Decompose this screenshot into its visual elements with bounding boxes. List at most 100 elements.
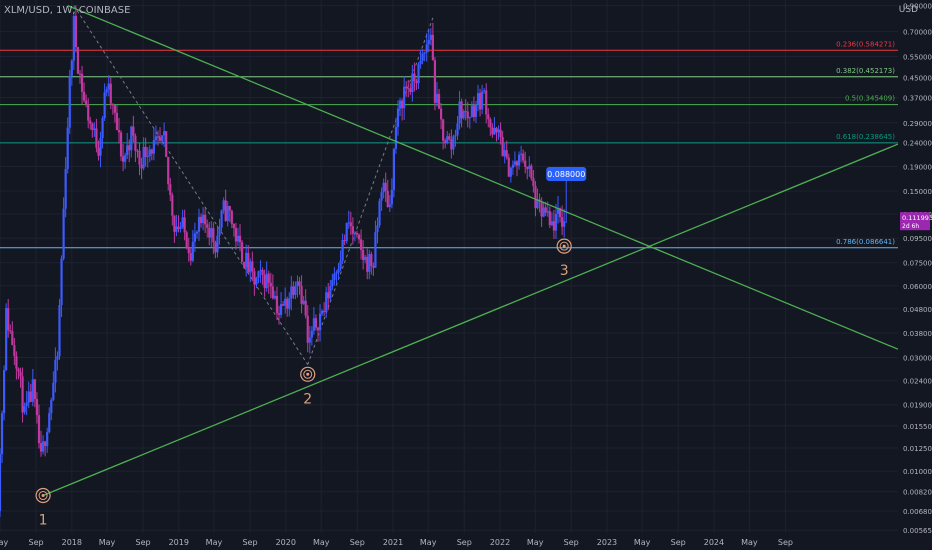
candle-body xyxy=(511,164,514,168)
candle-body xyxy=(66,127,69,169)
time-tick-label: May xyxy=(0,538,9,547)
pivot-dot xyxy=(41,494,45,498)
candle-body xyxy=(470,105,473,117)
candle-body xyxy=(292,286,295,295)
time-axis[interactable]: May Sep 2018 May Sep 2019 May Sep 2020 May Sep 2021… xyxy=(0,533,932,550)
candle-body xyxy=(109,83,112,104)
candle-body xyxy=(13,345,16,357)
time-tick-label: Sep xyxy=(778,538,793,547)
candle-body xyxy=(218,227,221,236)
candle-body xyxy=(497,129,500,133)
candle-body xyxy=(189,253,192,261)
candle-body xyxy=(368,254,371,272)
candle-body xyxy=(302,300,305,304)
candle-body xyxy=(206,224,209,228)
candle-body xyxy=(9,330,12,332)
candle-body xyxy=(23,406,26,413)
candle-body xyxy=(173,215,176,232)
candle-body xyxy=(349,222,352,227)
candle-body xyxy=(234,228,238,242)
candle-body xyxy=(158,137,162,141)
candle-body xyxy=(536,199,539,209)
price-axis-bg xyxy=(898,0,932,550)
pivot-ring xyxy=(35,487,51,504)
candle-body xyxy=(124,155,127,162)
candle-body xyxy=(111,103,114,106)
candle-body xyxy=(325,292,328,313)
candle-body xyxy=(74,15,78,48)
time-tick-label: May xyxy=(206,538,223,547)
candle-body xyxy=(115,112,119,131)
candle-body xyxy=(483,90,486,92)
candle-body xyxy=(407,88,410,90)
candle-body xyxy=(390,189,393,205)
candle-body xyxy=(491,127,494,135)
candle-body xyxy=(300,285,303,304)
candle-body xyxy=(345,223,348,242)
candle-body xyxy=(193,233,196,242)
currency-label: USD xyxy=(898,5,918,15)
trendline xyxy=(42,143,899,497)
candle-body xyxy=(177,226,180,229)
candle-body xyxy=(546,211,549,213)
candle-body xyxy=(487,114,490,120)
candle-body xyxy=(466,111,469,119)
candle-body xyxy=(212,228,215,243)
candle-body xyxy=(558,208,562,218)
candle-body xyxy=(351,226,354,234)
candle-body xyxy=(366,256,369,272)
candle-body xyxy=(253,271,256,285)
candle-body xyxy=(113,105,116,113)
candle-body xyxy=(489,119,492,128)
fib-retracement[interactable]: 0.236(0.584271) 0.382(0.452173) 0.5(0.3454… xyxy=(0,40,898,249)
candle-body xyxy=(310,330,313,338)
candle-body xyxy=(197,216,201,232)
pivot-markers: 1 2 3 xyxy=(35,238,572,529)
candle-body xyxy=(316,327,320,331)
candle-body xyxy=(561,217,564,227)
candle-body xyxy=(294,286,297,295)
candle-body xyxy=(411,73,414,93)
candle-body xyxy=(357,234,361,240)
candle-body xyxy=(83,91,86,101)
time-tick-label: Sep xyxy=(135,538,150,547)
candle-body xyxy=(437,93,441,109)
pivot-label: 2 xyxy=(303,391,312,407)
time-tick-label: 2021 xyxy=(383,538,403,547)
candle-body xyxy=(185,232,188,248)
candle-body xyxy=(364,256,367,261)
candle-body xyxy=(353,232,357,234)
candle-body xyxy=(456,123,459,136)
candle-body xyxy=(226,205,229,221)
candle-body xyxy=(495,127,498,133)
candle-body xyxy=(156,136,160,138)
candle-body xyxy=(243,261,246,268)
time-tick-label: Sep xyxy=(564,538,579,547)
candle-body xyxy=(148,149,151,156)
candle-body xyxy=(442,119,445,141)
candle-body xyxy=(78,73,82,75)
pivot-ring-inner xyxy=(38,491,48,501)
candle-body xyxy=(41,441,45,452)
candle-body xyxy=(222,200,225,211)
candle-body xyxy=(271,286,274,299)
candle-body xyxy=(403,86,406,109)
trendlines[interactable] xyxy=(42,4,899,497)
candle-body xyxy=(273,295,277,299)
candle-body xyxy=(398,100,402,109)
candle-body xyxy=(76,47,80,74)
candle-body xyxy=(181,217,184,228)
candle-body xyxy=(132,126,135,136)
candle-body xyxy=(513,161,517,165)
pivot-ring xyxy=(300,366,316,382)
candle-body xyxy=(296,281,299,287)
